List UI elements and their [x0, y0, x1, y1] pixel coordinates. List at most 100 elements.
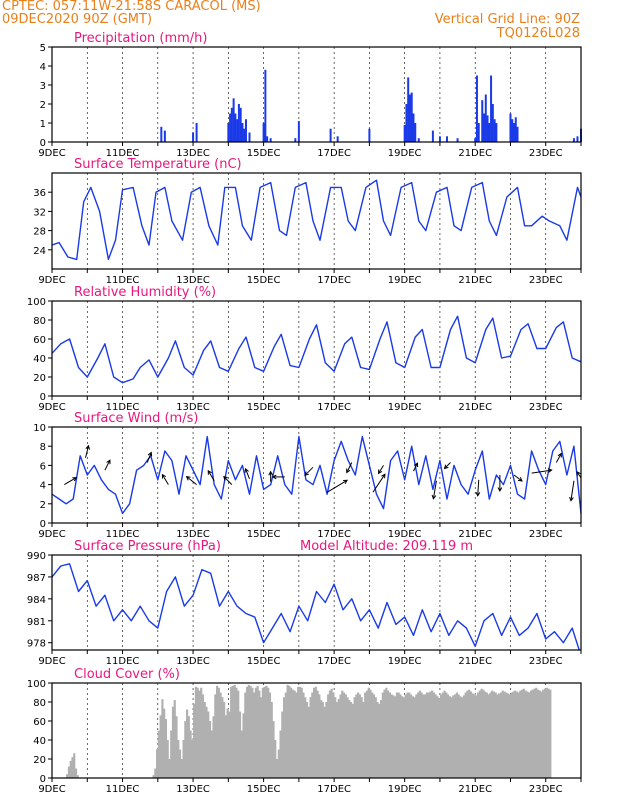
- cloud-bar: [66, 774, 69, 778]
- precip-bar: [490, 75, 493, 142]
- precip-bar: [248, 132, 251, 142]
- cloud-bar: [286, 684, 289, 778]
- cloud-bar: [261, 687, 264, 778]
- cloud-bar: [439, 694, 443, 778]
- cloud-bar: [371, 692, 374, 778]
- y-tick-label: 0: [40, 774, 46, 785]
- y-tick-label: 0: [40, 519, 46, 530]
- x-tick-label: 15DEC: [247, 275, 281, 286]
- x-tick-label: 13DEC: [176, 402, 210, 413]
- cloud-bar: [510, 692, 513, 778]
- cloud-bar: [529, 690, 533, 778]
- wind-arrow: [576, 471, 582, 479]
- cloud-bar: [152, 775, 155, 778]
- temp-title: Surface Temperature (nC): [74, 157, 242, 172]
- cloud-bar: [196, 687, 199, 778]
- cloud-bar: [268, 692, 272, 778]
- cloud-bar: [154, 768, 157, 778]
- cloud-bar: [189, 730, 192, 778]
- y-tick-label: 990: [27, 551, 46, 562]
- precip-bar: [269, 138, 272, 142]
- precip-bar: [230, 107, 233, 142]
- cloud-bar: [253, 692, 256, 778]
- x-tick-label: 19DEC: [388, 275, 422, 286]
- cloud-bar: [487, 694, 490, 778]
- cloud-bar: [469, 691, 473, 778]
- precip-bar: [336, 136, 339, 142]
- precip-bar: [488, 123, 491, 142]
- cloud-bar: [214, 694, 217, 778]
- cloud-bar: [178, 749, 182, 778]
- cloud-panel: Cloud Cover (%) 0 20 40 60 80 100 9DEC 11DEC 13DE…: [27, 667, 582, 795]
- y-tick-label: 4: [40, 62, 46, 73]
- cloud-bar: [383, 689, 386, 778]
- y-tick-label: 2: [40, 500, 46, 511]
- cloud-bar: [390, 694, 393, 778]
- cloud-bar: [362, 702, 365, 778]
- x-tick-label: 15DEC: [247, 402, 281, 413]
- cloud-bar: [485, 692, 488, 778]
- cloud-bar: [311, 692, 314, 778]
- cloud-bar: [74, 768, 78, 778]
- cloud-bar: [411, 696, 414, 778]
- precip-bar: [227, 123, 230, 142]
- x-tick-label: 15DEC: [247, 656, 281, 667]
- cloud-bar: [395, 692, 399, 778]
- precip-bar: [495, 123, 498, 142]
- cloud-bar: [392, 695, 395, 778]
- cloud-bar: [459, 696, 462, 778]
- cloud-bar: [381, 692, 384, 778]
- cloud-frame: [51, 682, 582, 779]
- cloud-bar: [369, 689, 372, 778]
- cloud-bar: [385, 687, 388, 778]
- cloud-bar: [312, 687, 316, 778]
- cloud-bar: [76, 775, 79, 778]
- cloud-bar: [372, 694, 376, 778]
- precip-bar: [445, 136, 448, 142]
- precip-bar: [512, 123, 515, 142]
- cloud-bar: [501, 690, 504, 778]
- precip-bar: [484, 94, 487, 142]
- cloud-bar: [67, 766, 71, 778]
- cloud-bar: [431, 690, 434, 778]
- precip-bar: [236, 119, 239, 142]
- cloud-bar: [298, 686, 302, 778]
- rh-title: Relative Humidity (%): [74, 285, 216, 300]
- wind-arrow: [268, 470, 274, 482]
- cloud-bar: [508, 694, 511, 778]
- cloud-bar: [454, 694, 457, 778]
- cloud-title: Cloud Cover (%): [74, 667, 180, 682]
- wind-arrow: [475, 479, 481, 497]
- cloud-bar: [230, 686, 233, 778]
- precip-bar: [408, 94, 411, 142]
- x-tick-label: 9DEC: [38, 402, 65, 413]
- cloud-bar: [425, 692, 428, 778]
- x-tick-label: 13DEC: [176, 148, 210, 159]
- cloud-bar: [531, 689, 534, 778]
- cloud-bar: [272, 721, 275, 778]
- cloud-bar: [496, 694, 499, 778]
- x-tick-label: 21DEC: [458, 784, 492, 795]
- precip-bar: [407, 77, 410, 142]
- cloud-bar: [415, 694, 418, 778]
- cloud-bar: [240, 730, 243, 778]
- model-altitude-label: Model Altitude: 209.119 m: [300, 539, 473, 554]
- x-tick-label: 21DEC: [458, 529, 492, 540]
- cloud-bar: [533, 688, 536, 778]
- cloud-bar: [233, 684, 236, 778]
- x-tick-label: 17DEC: [317, 529, 351, 540]
- y-tick-label: 32: [33, 207, 46, 218]
- precip-bar: [405, 104, 408, 142]
- cloud-bar: [302, 692, 305, 778]
- press-frame: [51, 554, 582, 651]
- cloud-bar: [528, 692, 531, 778]
- cloud-bar: [309, 697, 312, 778]
- cloud-bar: [156, 749, 159, 778]
- wind-arrow: [413, 462, 419, 472]
- wind-frame: [51, 426, 582, 524]
- cloud-bar: [365, 690, 369, 778]
- cloud-bar: [332, 692, 335, 778]
- x-tick-label: 11DEC: [106, 275, 140, 286]
- cloud-bar: [186, 709, 189, 778]
